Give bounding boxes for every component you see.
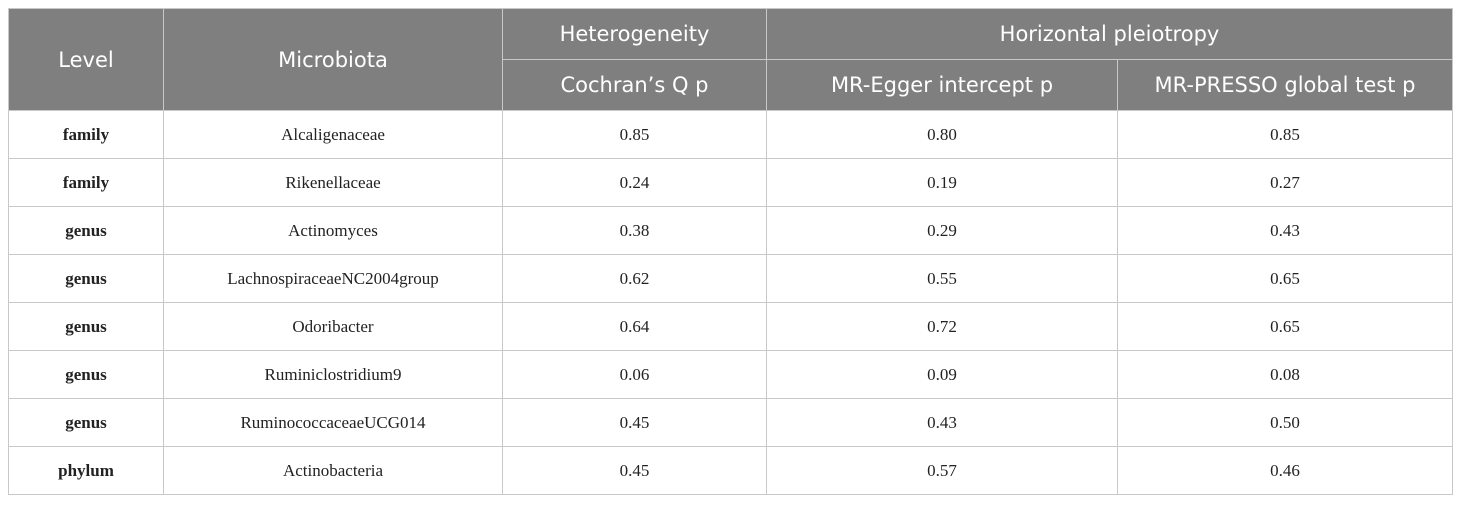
header-row: Cochran’s Q p MR-Egger intercept p MR-PR… (9, 59, 1453, 111)
header-cell: Microbiota (163, 8, 503, 111)
results-table: Level Microbiota Heterogeneity Horizonta… (8, 8, 1453, 495)
p-value-cell: 0.72 (766, 302, 1118, 351)
table-row: family Alcaligenaceae 0.85 0.80 0.85 (8, 110, 1453, 159)
table-body: family Alcaligenaceae 0.85 0.80 0.85 family Ri… (8, 110, 1453, 495)
header-cell: MR-PRESSO global test p (1117, 59, 1453, 111)
p-value-cell: 0.46 (1117, 446, 1453, 495)
p-value-cell: 0.62 (502, 254, 767, 303)
table-row: phylum Actinobacteria 0.45 0.57 0.46 (8, 446, 1453, 495)
microbiota-cell: Alcaligenaceae (163, 110, 503, 159)
p-value-cell: 0.38 (502, 206, 767, 255)
p-value-cell: 0.45 (502, 446, 767, 495)
header-row: Level Microbiota Heterogeneity Horizonta… (8, 8, 1453, 111)
microbiota-cell: Actinomyces (163, 206, 503, 255)
table-row: genus RuminococcaceaeUCG014 0.45 0.43 0.50 (8, 398, 1453, 447)
microbiota-cell: Rikenellaceae (163, 158, 503, 207)
table-row: family Rikenellaceae 0.24 0.19 0.27 (8, 158, 1453, 207)
p-value-cell: 0.08 (1117, 350, 1453, 399)
table-row: genus Ruminiclostridium9 0.06 0.09 0.08 (8, 350, 1453, 399)
p-value-cell: 0.29 (766, 206, 1118, 255)
p-value-cell: 0.80 (766, 110, 1118, 159)
header-group: Horizontal pleiotropy (766, 8, 1453, 60)
p-value-cell: 0.43 (766, 398, 1118, 447)
level-cell: genus (8, 254, 164, 303)
microbiota-cell: Actinobacteria (163, 446, 503, 495)
level-cell: family (8, 110, 164, 159)
level-cell: genus (8, 206, 164, 255)
p-value-cell: 0.57 (766, 446, 1118, 495)
header-cell: Level (8, 8, 164, 111)
table-wrapper: Level Microbiota Heterogeneity Horizonta… (8, 8, 1453, 495)
microbiota-cell: LachnospiraceaeNC2004group (163, 254, 503, 303)
p-value-cell: 0.55 (766, 254, 1118, 303)
header-cell: MR-Egger intercept p (766, 59, 1118, 111)
p-value-cell: 0.24 (502, 158, 767, 207)
p-value-cell: 0.06 (502, 350, 767, 399)
microbiota-cell: Ruminiclostridium9 (163, 350, 503, 399)
table-row: genus Odoribacter 0.64 0.72 0.65 (8, 302, 1453, 351)
table-row: genus LachnospiraceaeNC2004group 0.62 0.55 0… (8, 254, 1453, 303)
level-cell: genus (8, 350, 164, 399)
p-value-cell: 0.27 (1117, 158, 1453, 207)
p-value-cell: 0.09 (766, 350, 1118, 399)
p-value-cell: 0.45 (502, 398, 767, 447)
level-cell: phylum (8, 446, 164, 495)
header-cell: Cochran’s Q p (502, 59, 767, 111)
p-value-cell: 0.19 (766, 158, 1118, 207)
microbiota-cell: RuminococcaceaeUCG014 (163, 398, 503, 447)
p-value-cell: 0.65 (1117, 254, 1453, 303)
p-value-cell: 0.50 (1117, 398, 1453, 447)
microbiota-cell: Odoribacter (163, 302, 503, 351)
p-value-cell: 0.65 (1117, 302, 1453, 351)
table-row: genus Actinomyces 0.38 0.29 0.43 (8, 206, 1453, 255)
header-group: Heterogeneity (502, 8, 767, 60)
level-cell: family (8, 158, 164, 207)
level-cell: genus (8, 398, 164, 447)
table-header: Level Microbiota Heterogeneity Horizonta… (8, 8, 1453, 111)
p-value-cell: 0.43 (1117, 206, 1453, 255)
p-value-cell: 0.85 (1117, 110, 1453, 159)
p-value-cell: 0.64 (502, 302, 767, 351)
p-value-cell: 0.85 (502, 110, 767, 159)
level-cell: genus (8, 302, 164, 351)
